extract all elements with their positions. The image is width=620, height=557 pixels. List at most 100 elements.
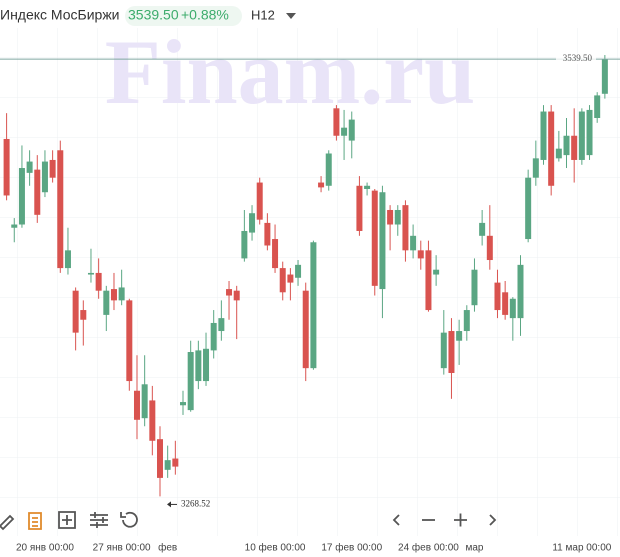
candle-body (509, 298, 516, 319)
candle-body (34, 169, 41, 215)
candle-body (110, 289, 117, 301)
candle-body (210, 322, 217, 351)
zoom-in[interactable] (454, 513, 467, 527)
last-price-label-bg (556, 53, 596, 65)
candle-body (149, 400, 156, 441)
candle-body (540, 111, 547, 160)
candle-body (456, 331, 463, 341)
candle-body (141, 384, 148, 419)
candle-body (387, 209, 394, 225)
add-tool[interactable] (58, 511, 76, 529)
candle-body (95, 272, 102, 291)
candle-body (586, 109, 593, 156)
candle-body (249, 213, 256, 233)
candle-body (11, 224, 18, 228)
candle-body (448, 331, 455, 373)
instrument-title: Индекс МосБиржи (0, 7, 120, 23)
candle-body (433, 269, 440, 275)
scroll-right[interactable] (489, 514, 497, 526)
watermark: Finam.ru (105, 21, 476, 123)
candle-body (195, 350, 202, 382)
candle-body (118, 287, 125, 301)
candle-body (310, 242, 317, 369)
interval[interactable]: H12 (251, 7, 275, 22)
candle-body (348, 119, 355, 141)
candle-body (49, 159, 56, 178)
candle-body (486, 235, 493, 261)
x-tick-label: 24 фев 00:00 (398, 542, 459, 554)
candle-body (402, 205, 409, 251)
low-marker-label: 3268.52 (181, 498, 210, 508)
candle-body (172, 458, 179, 467)
candle-body (87, 272, 94, 275)
candle-body (333, 108, 340, 136)
candle-body (548, 111, 555, 186)
x-tick-label: 11 мар 00:00 (552, 543, 611, 554)
candle-body (601, 59, 608, 94)
candle-body (295, 264, 302, 278)
candle-body (72, 290, 79, 333)
candle-body (241, 230, 248, 259)
low-marker-arrowhead (167, 501, 171, 508)
candle-body (64, 250, 71, 269)
candle-body (471, 269, 478, 306)
last-price-label: 3539.50 (563, 53, 593, 63)
x-tick-label: 20 янв 00:00 (16, 543, 74, 554)
candle-body (463, 310, 470, 332)
candle-body (272, 239, 279, 269)
candle-body (410, 235, 417, 251)
candle-body (80, 310, 87, 320)
candle-body (440, 332, 447, 369)
candle-body (578, 111, 585, 160)
candle-body (26, 161, 33, 173)
price-pill (125, 6, 242, 26)
candle-body (103, 290, 110, 315)
candle-body (394, 209, 401, 225)
candle-body (417, 250, 424, 259)
settings-tool[interactable] (90, 512, 108, 528)
notes-tool[interactable] (28, 512, 42, 530)
candle-body (157, 439, 163, 478)
candle-body (126, 300, 133, 382)
candle-body (532, 158, 539, 178)
candle-body (594, 95, 601, 118)
candle-body (164, 460, 171, 470)
candle-body (356, 185, 363, 231)
candle-body (287, 274, 294, 283)
x-tick-label: 27 янв 00:00 (93, 543, 151, 554)
candle-body (571, 135, 578, 160)
candle-body (133, 390, 140, 420)
candle-body (57, 150, 64, 269)
candle-body (494, 282, 501, 311)
candle-body (256, 182, 263, 220)
x-tick-label: мар (465, 543, 483, 554)
reset-tool[interactable] (120, 511, 138, 528)
candle-body (379, 192, 386, 290)
candle-body (203, 348, 210, 382)
candle-body (517, 264, 524, 319)
scroll-left[interactable] (392, 514, 400, 526)
candle-body (563, 135, 570, 156)
candle-body (302, 290, 309, 369)
candle-body (325, 153, 332, 186)
header-price: 3539.50 (128, 7, 179, 23)
candle-body (180, 402, 187, 406)
candle-body (371, 190, 378, 286)
x-tick-label: 17 фев 00:00 (321, 542, 382, 554)
x-tick-label: фев (158, 542, 177, 554)
candle-body (264, 222, 271, 246)
candle-body (18, 168, 25, 225)
interval-dropdown[interactable] (286, 13, 296, 19)
candle-body (218, 318, 225, 332)
candle-body (479, 222, 486, 236)
candle-body (226, 289, 233, 296)
candle-body (341, 127, 348, 136)
draw-tool[interactable] (0, 514, 15, 531)
candle-body (233, 290, 240, 301)
candle-body (425, 250, 432, 311)
candle-body (364, 185, 371, 190)
plot-grid (0, 28, 620, 536)
toolbar (0, 511, 497, 531)
candle-body (3, 138, 10, 196)
